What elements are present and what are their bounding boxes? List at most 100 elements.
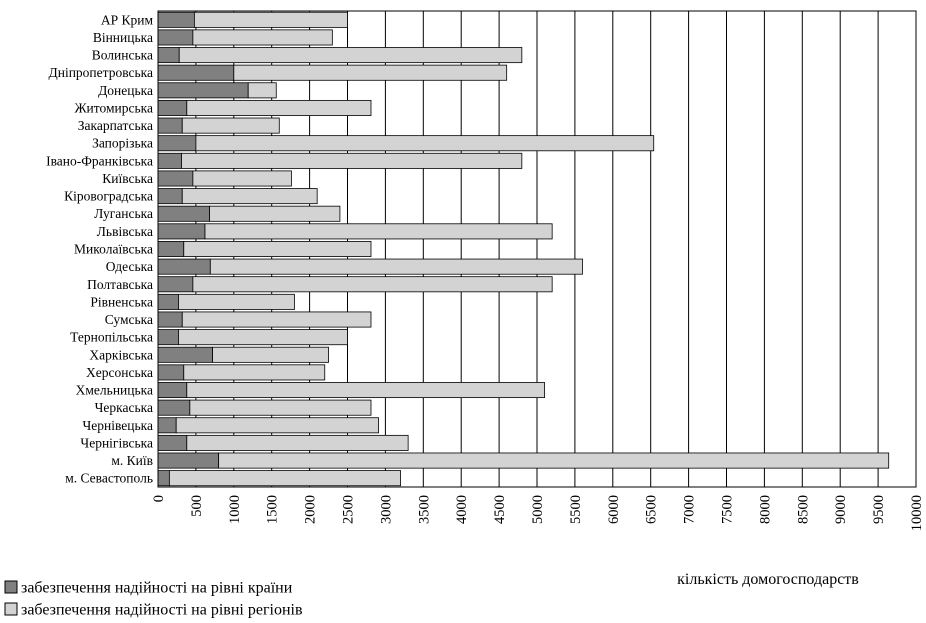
bars-group	[157, 11, 890, 487]
legend-label-0: забезпечення надійності на рівні країни	[21, 580, 293, 597]
x-axis-title: кількість домогосподарств	[677, 571, 859, 588]
x-tick-labels: 0 500 1000 1500 2000 2500 3000 3500 4000 4500 5000…	[151, 495, 925, 531]
bar-regions-8	[181, 152, 523, 169]
bar-regions-21	[186, 382, 545, 399]
bar-regions-25	[218, 452, 890, 469]
bar-regions-15	[192, 276, 553, 293]
category-label: АР Крим	[101, 12, 154, 27]
bar-country-13	[157, 241, 185, 257]
category-label: Хмельницька	[76, 383, 153, 398]
x-tick-label-2000: 2000	[303, 495, 319, 524]
bar-regions-6	[181, 117, 280, 134]
x-tick-label-10000: 10000	[909, 495, 925, 531]
bar-country-22	[157, 399, 191, 416]
x-tick-label-6500: 6500	[644, 495, 660, 524]
bar-regions-4	[247, 82, 277, 99]
category-label: Івано-Франківська	[46, 153, 153, 168]
category-label: Закарпатська	[78, 118, 153, 133]
x-tick-label-2500: 2500	[341, 495, 357, 524]
grid-lines	[157, 11, 917, 487]
bar-country-14	[157, 258, 211, 275]
bar-country-16	[157, 293, 179, 310]
bar-regions-2	[178, 47, 523, 64]
bar-country-18	[157, 329, 179, 346]
legend-swatch-1	[4, 602, 18, 616]
bar-country-0	[157, 11, 195, 28]
bar-country-5	[157, 99, 188, 116]
bar-regions-18	[178, 329, 348, 346]
bar-regions-5	[186, 99, 372, 116]
bar-regions-16	[178, 293, 295, 310]
category-label: Тернопільська	[70, 330, 153, 345]
bar-country-19	[157, 346, 213, 363]
bar-regions-14	[209, 258, 583, 275]
bar-country-11	[157, 205, 210, 222]
category-label: Чернівецька	[82, 418, 153, 433]
category-label: Миколаївська	[74, 242, 153, 257]
x-tick-label-500: 500	[189, 495, 205, 517]
category-label: Луганська	[94, 206, 153, 221]
bar-regions-13	[183, 241, 372, 257]
x-tick-label-5500: 5500	[568, 495, 584, 524]
bar-country-1	[157, 29, 194, 46]
bar-regions-11	[209, 205, 341, 222]
bar-country-20	[157, 364, 185, 381]
bar-regions-24	[186, 434, 409, 451]
x-tick-label-7000: 7000	[682, 495, 698, 524]
x-tick-label-8500: 8500	[795, 495, 811, 524]
legend: забезпечення надійності на рівні країни з…	[4, 580, 303, 619]
x-tick-label-1000: 1000	[227, 495, 243, 524]
bar-country-10	[157, 188, 183, 205]
bar-regions-9	[192, 170, 292, 187]
x-tick-label-0: 0	[151, 495, 167, 502]
bar-country-4	[157, 82, 249, 99]
bar-regions-10	[181, 188, 318, 205]
bar-country-12	[157, 223, 206, 240]
bar-country-8	[157, 152, 182, 169]
bar-regions-3	[233, 64, 508, 81]
bar-country-17	[157, 311, 183, 328]
x-tick-label-7500: 7500	[720, 495, 736, 524]
bar-regions-7	[195, 135, 655, 152]
bar-regions-1	[192, 29, 333, 46]
category-label: Львівська	[97, 224, 153, 239]
bar-regions-0	[193, 11, 348, 28]
legend-swatch-0	[4, 580, 18, 594]
bar-regions-12	[204, 223, 553, 240]
plot-area-frame	[157, 10, 917, 488]
category-label: Житомирська	[74, 100, 153, 115]
category-label: Рівненська	[90, 294, 153, 309]
category-label: Одеська	[106, 259, 153, 274]
bar-country-3	[157, 64, 235, 81]
category-label: м. Київ	[111, 453, 153, 468]
category-label: Чернігівська	[80, 435, 153, 450]
category-label: Сумська	[105, 312, 153, 327]
x-tick-label-1500: 1500	[265, 495, 281, 524]
category-label: Волинська	[92, 48, 153, 63]
legend-label-1: забезпечення надійності на рівні регіоні…	[21, 602, 303, 619]
bar-regions-23	[175, 417, 379, 434]
bar-country-2	[157, 47, 180, 64]
x-tick-label-3000: 3000	[378, 495, 394, 524]
bar-country-26	[157, 470, 170, 487]
category-label: Вінницька	[93, 30, 153, 45]
x-tick-label-3500: 3500	[416, 495, 432, 524]
category-label: Дніпропетровська	[49, 65, 153, 80]
bar-regions-19	[212, 346, 329, 363]
x-tick-label-6000: 6000	[606, 495, 622, 524]
category-label: Київська	[102, 171, 153, 186]
bar-regions-17	[181, 311, 372, 328]
category-label: Херсонська	[86, 365, 153, 380]
category-label: Полтавська	[87, 277, 153, 292]
bar-country-7	[157, 135, 197, 152]
bar-country-24	[157, 434, 188, 451]
category-label: Харківська	[89, 347, 153, 362]
x-tick-label-9500: 9500	[871, 495, 887, 524]
bar-country-21	[157, 382, 188, 399]
x-tick-label-4000: 4000	[454, 495, 470, 524]
bar-country-6	[157, 117, 183, 134]
bar-country-23	[157, 417, 177, 434]
x-tick-label-5000: 5000	[530, 495, 546, 524]
category-label: Кіровоградська	[64, 189, 153, 204]
